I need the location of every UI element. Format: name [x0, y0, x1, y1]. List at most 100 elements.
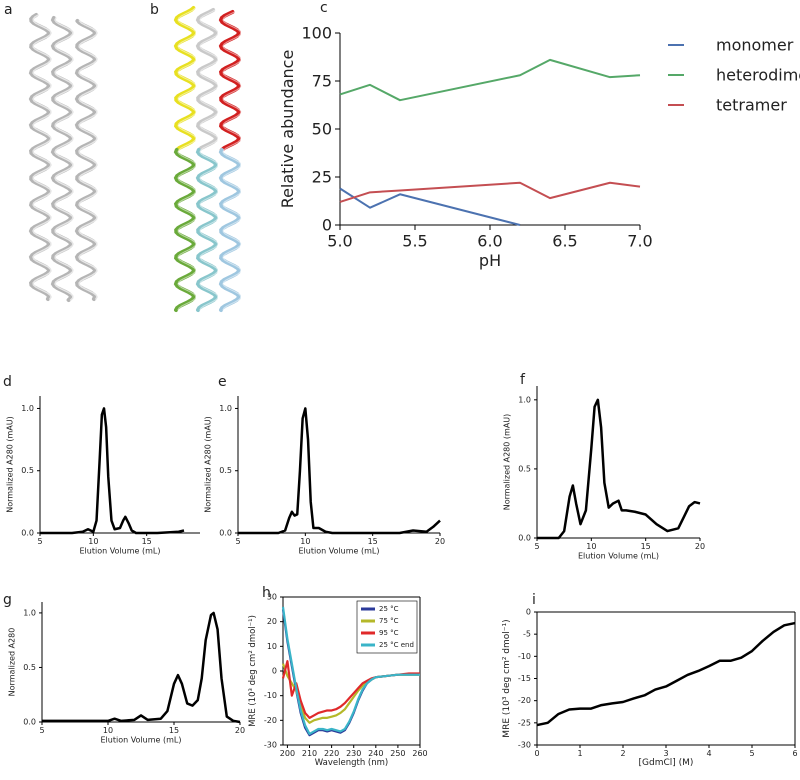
- y-tick-label: 1.0: [23, 608, 36, 617]
- y-tick-label: 1.0: [219, 404, 232, 413]
- y-tick-label: -25: [518, 718, 531, 727]
- x-tick-label: 5: [534, 542, 539, 551]
- y-tick-label: 20: [267, 617, 277, 626]
- y-tick-label: 0.0: [23, 718, 36, 727]
- helix: [177, 7, 197, 311]
- y-tick-label: 100: [301, 24, 332, 43]
- x-tick-label: 1: [577, 749, 582, 758]
- x-tick-label: 5: [235, 537, 240, 546]
- y-axis-label: Normalized A280: [8, 628, 17, 697]
- x-tick-label: 6.5: [552, 232, 577, 251]
- panel-label: e: [218, 374, 227, 390]
- x-tick-label: 10: [586, 542, 596, 551]
- y-tick-label: -10: [264, 691, 277, 700]
- y-tick-label: 0.5: [23, 663, 36, 672]
- x-tick-label: 20: [695, 542, 705, 551]
- panel-label: h: [262, 585, 271, 601]
- helix: [199, 7, 219, 311]
- legend-label: 95 °C: [379, 629, 399, 637]
- helix: [28, 13, 52, 301]
- x-tick-label: 210: [302, 749, 317, 758]
- x-tick-label: 4: [706, 749, 711, 758]
- y-tick-label: 50: [312, 120, 332, 139]
- legend-label: tetramer: [716, 96, 787, 115]
- y-tick-label: 25: [312, 168, 332, 187]
- x-axis-label: Wavelength (nm): [315, 758, 388, 768]
- helix: [195, 8, 219, 152]
- helix: [218, 148, 242, 312]
- x-tick-label: 20: [235, 726, 245, 735]
- y-tick-label: 0.0: [518, 534, 531, 543]
- x-tick-label: 7.0: [627, 232, 652, 251]
- y-tick-label: 0: [322, 216, 332, 235]
- data-line: [40, 407, 185, 535]
- x-tick-label: 10: [103, 726, 113, 735]
- y-tick-label: 30: [267, 593, 277, 602]
- x-axis-label: Elution Volume (mL): [578, 552, 659, 561]
- y-tick-label: -15: [518, 674, 531, 683]
- panel-label: c: [320, 0, 328, 16]
- x-tick-label: 10: [88, 537, 98, 546]
- panel-label: a: [4, 2, 13, 18]
- y-tick-label: 10: [267, 642, 277, 651]
- x-tick-label: 2: [620, 749, 625, 758]
- y-tick-label: -10: [518, 652, 531, 661]
- x-tick-label: 20: [435, 537, 445, 546]
- x-axis-label: pH: [479, 251, 501, 270]
- data-line: [281, 606, 420, 735]
- x-tick-label: 10: [300, 537, 310, 546]
- data-line: [536, 621, 796, 727]
- y-axis-label: Normalized A280 (mAU): [503, 414, 512, 511]
- y-tick-label: 75: [312, 72, 332, 91]
- panel-label: g: [3, 592, 12, 608]
- y-axis-label: MRE (10³ deg cm² dmol⁻¹): [502, 619, 512, 737]
- x-axis-label: Elution Volume (mL): [79, 547, 160, 556]
- x-axis-label: [GdmCl] (M): [639, 758, 694, 768]
- data-line: [281, 663, 420, 724]
- y-tick-label: 0.0: [219, 529, 232, 538]
- x-axis-label: Elution Volume (mL): [100, 736, 181, 745]
- y-tick-label: 0.0: [21, 529, 34, 538]
- y-axis-label: Relative abundance: [278, 50, 297, 209]
- y-axis-label: MRE (10³ deg cm² dmol⁻¹): [248, 615, 258, 727]
- x-tick-label: 15: [641, 542, 651, 551]
- x-tick-label: 240: [368, 749, 383, 758]
- x-tick-label: 230: [346, 749, 361, 758]
- x-tick-label: 0: [534, 749, 539, 758]
- x-tick-label: 5: [39, 726, 44, 735]
- y-tick-label: -20: [264, 716, 277, 725]
- x-tick-label: 250: [390, 749, 405, 758]
- helix: [32, 14, 52, 300]
- data-line: [238, 407, 441, 535]
- x-tick-label: 6.0: [477, 232, 502, 251]
- helix: [173, 148, 197, 312]
- x-tick-label: 3: [663, 749, 668, 758]
- y-tick-label: 1.0: [518, 395, 531, 404]
- panel-label: d: [3, 374, 12, 390]
- x-tick-label: 15: [142, 537, 152, 546]
- data-line: [339, 58, 641, 102]
- y-tick-label: -5: [523, 630, 531, 639]
- y-tick-label: 0.5: [219, 466, 232, 475]
- y-tick-label: 0.5: [518, 464, 531, 473]
- y-tick-label: -20: [518, 696, 531, 705]
- y-tick-label: 0: [526, 608, 531, 617]
- panel-label: f: [520, 372, 526, 388]
- legend-label: monomer: [716, 36, 794, 55]
- x-tick-label: 15: [368, 537, 378, 546]
- x-tick-label: 15: [169, 726, 179, 735]
- x-tick-label: 5.0: [327, 232, 352, 251]
- data-line: [281, 660, 420, 719]
- x-tick-label: 5: [37, 537, 42, 546]
- helix: [218, 10, 242, 152]
- helix: [173, 6, 197, 152]
- y-axis-label: Normalized A280 (mAU): [204, 416, 213, 513]
- y-axis-label: Normalized A280 (mAU): [6, 416, 15, 513]
- panel-label: i: [532, 592, 536, 608]
- legend-label: 25 °C: [379, 605, 399, 613]
- helix: [50, 16, 74, 302]
- x-tick-label: 260: [412, 749, 427, 758]
- y-tick-label: 0: [272, 667, 277, 676]
- x-tick-label: 200: [280, 749, 295, 758]
